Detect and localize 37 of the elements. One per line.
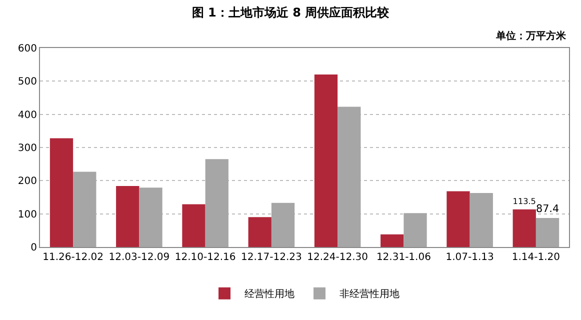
x-tick-label: 1.14-1.20 <box>512 252 560 263</box>
bar <box>73 172 96 247</box>
y-tick-label: 400 <box>18 110 37 121</box>
legend-label: 非经营性用地 <box>340 288 400 300</box>
x-tick-label: 12.03-12.09 <box>108 252 170 263</box>
bar <box>380 234 404 247</box>
x-tick-label: 12.17-12.23 <box>241 252 302 263</box>
bar <box>139 188 162 247</box>
y-tick-label: 600 <box>18 44 37 54</box>
x-tick-label: 12.24-12.30 <box>307 252 368 263</box>
x-tick-label: 1.07-1.13 <box>446 252 494 263</box>
x-tick-label: 12.10-12.16 <box>174 252 236 263</box>
bar <box>512 209 536 247</box>
bar <box>182 204 206 247</box>
bar <box>404 213 427 247</box>
bar <box>446 191 470 247</box>
chart-title: 图 1：土地市场近 8 周供应面积比较 <box>192 5 390 20</box>
bar <box>248 217 272 247</box>
y-tick-label: 100 <box>18 209 37 220</box>
y-tick-label: 200 <box>18 176 37 188</box>
y-tick-label: 500 <box>18 76 37 88</box>
y-tick-label: 0 <box>30 242 37 254</box>
text: 单位：万平方米 <box>495 30 567 42</box>
bar <box>116 186 140 247</box>
bar <box>314 74 338 247</box>
bar <box>205 159 228 247</box>
bar <box>536 218 560 247</box>
x-tick-label: 11.26-12.02 <box>42 252 104 263</box>
legend-label: 经营性用地 <box>244 288 294 300</box>
bar <box>50 138 74 247</box>
bar <box>470 192 493 247</box>
bar <box>338 106 361 247</box>
bar <box>271 202 295 247</box>
y-tick-label: 300 <box>18 143 37 154</box>
data-label: 87.4 <box>536 203 560 216</box>
data-label: 113.5 <box>512 196 536 206</box>
x-tick-label: 12.31-1.06 <box>376 252 431 263</box>
